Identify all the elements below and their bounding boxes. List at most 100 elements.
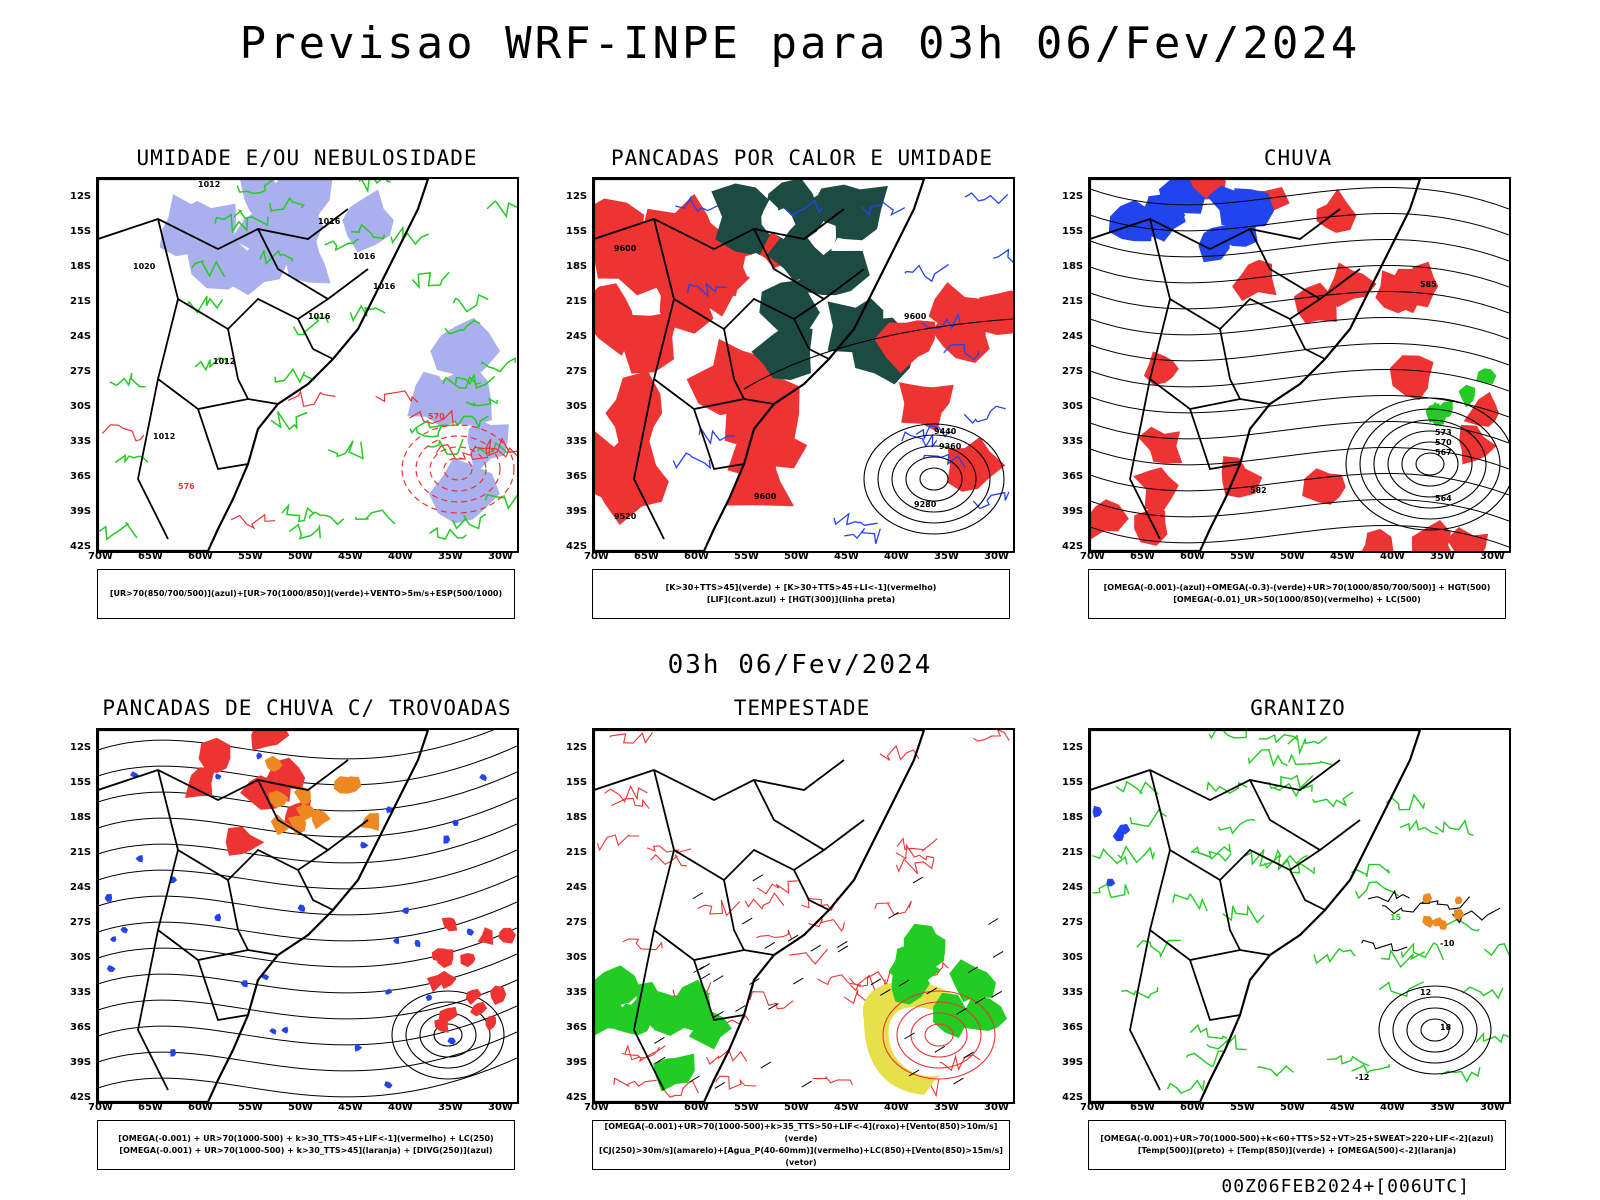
map-canvas: 1012 1016 1016 1016 1012 1012 1020 1016 576 570: [98, 179, 517, 551]
lat-tick-label: 30S: [1062, 401, 1084, 412]
lat-tick-label: 42S: [566, 1092, 588, 1103]
map-chuva: 585 573 570 567 564 582: [1088, 177, 1511, 553]
lon-tick-label: 35W: [934, 1102, 959, 1113]
panel-title-granizo: GRANIZO: [1250, 696, 1346, 720]
lat-tick-label: 33S: [566, 436, 588, 447]
lon-tick-label: 60W: [684, 551, 709, 562]
lon-tick-label: 70W: [88, 1102, 113, 1113]
lon-tick-label: 55W: [734, 551, 759, 562]
lat-tick-label: 30S: [566, 952, 588, 963]
lat-tick-label: 24S: [566, 882, 588, 893]
lat-tick-label: 30S: [566, 401, 588, 412]
lon-tick-label: 65W: [634, 551, 659, 562]
lat-tick-label: 30S: [1062, 952, 1084, 963]
contour-label: 1012: [198, 180, 220, 189]
lon-tick-label: 50W: [1280, 1102, 1305, 1113]
lat-tick-label: 42S: [1062, 1092, 1084, 1103]
legend-tempestade: [OMEGA(-0.001)+UR>70(1000-500)+k>35_TTS>…: [592, 1120, 1010, 1170]
legend-line: [OMEGA(-0.001) + UR>70(1000-500) + k>30_…: [118, 1134, 494, 1143]
lat-tick-label: 33S: [70, 436, 92, 447]
contour-label: 585: [1420, 280, 1437, 289]
map-pancadas-trovoadas: [96, 728, 519, 1104]
lat-tick-label: 15S: [70, 777, 92, 788]
lon-tick-label: 35W: [1430, 1102, 1455, 1113]
contour-label: 570: [428, 412, 445, 421]
lat-tick-label: 18S: [1062, 261, 1084, 272]
lat-tick-label: 21S: [566, 847, 588, 858]
lon-tick-label: 35W: [1430, 551, 1455, 562]
contour-label: 15: [1390, 913, 1402, 922]
lon-tick-label: 40W: [388, 1102, 413, 1113]
mid-title: 03h 06/Fev/2024: [667, 650, 933, 680]
lon-tick-label: 60W: [188, 1102, 213, 1113]
lon-tick-label: 55W: [238, 551, 263, 562]
lat-tick-label: 27S: [1062, 366, 1084, 377]
lon-tick-label: 40W: [1380, 1102, 1405, 1113]
contour-label: 576: [178, 482, 195, 491]
footer-stamp: 00Z06FEB2024+[006UTC]: [1221, 1176, 1470, 1197]
lat-tick-label: 27S: [1062, 917, 1084, 928]
lon-tick-label: 60W: [1180, 551, 1205, 562]
map-pancadas-calor: 9600 9600 9440 9360 9280 9600 9520: [592, 177, 1015, 553]
legend-granizo: [OMEGA(-0.001)+UR>70(1000-500)+k<60+TTS>…: [1088, 1120, 1506, 1170]
lon-tick-label: 45W: [338, 1102, 363, 1113]
lat-tick-label: 24S: [70, 882, 92, 893]
lon-tick-label: 70W: [584, 1102, 609, 1113]
lon-tick-label: 30W: [488, 1102, 513, 1113]
map-canvas: [98, 730, 517, 1102]
contour-label: 570: [1435, 438, 1452, 447]
lat-tick-label: 42S: [566, 541, 588, 552]
lon-tick-label: 50W: [1280, 551, 1305, 562]
contour-label: 1020: [133, 262, 156, 271]
lat-tick-label: 36S: [1062, 471, 1084, 482]
lon-tick-label: 30W: [984, 551, 1009, 562]
contour-label: -12: [1355, 1073, 1369, 1082]
legend-line: [K>30+TTS>45](verde) + [K>30+TTS>45+LI<-…: [665, 583, 937, 592]
lat-tick-label: 12S: [70, 191, 92, 202]
lat-tick-label: 39S: [566, 1057, 588, 1068]
legend-line: [OMEGA(-0.001) + UR>70(1000-500) + k>30_…: [119, 1146, 493, 1155]
lon-tick-label: 45W: [1330, 551, 1355, 562]
lon-tick-label: 65W: [138, 1102, 163, 1113]
lon-tick-label: 50W: [784, 551, 809, 562]
lat-tick-label: 36S: [566, 1022, 588, 1033]
contour-label: 1012: [153, 432, 175, 441]
lon-tick-label: 35W: [438, 1102, 463, 1113]
lat-tick-label: 33S: [1062, 436, 1084, 447]
lon-tick-label: 45W: [1330, 1102, 1355, 1113]
contour-label: 1016: [308, 312, 331, 321]
lat-tick-label: 33S: [70, 987, 92, 998]
main-title: Previsao WRF-INPE para 03h 06/Fev/2024: [239, 18, 1361, 69]
lat-tick-label: 18S: [70, 261, 92, 272]
lat-tick-label: 15S: [1062, 226, 1084, 237]
lat-tick-label: 39S: [1062, 506, 1084, 517]
lon-tick-label: 45W: [834, 1102, 859, 1113]
lat-tick-label: 39S: [1062, 1057, 1084, 1068]
legend-pancadas-trovoadas: [OMEGA(-0.001) + UR>70(1000-500) + k>30_…: [97, 1120, 515, 1170]
lon-tick-label: 40W: [1380, 551, 1405, 562]
lon-tick-label: 70W: [584, 551, 609, 562]
lat-tick-label: 36S: [566, 471, 588, 482]
lat-tick-label: 39S: [566, 506, 588, 517]
lat-tick-label: 12S: [566, 191, 588, 202]
lat-tick-label: 21S: [70, 847, 92, 858]
contour-label: 1012: [213, 357, 235, 366]
lat-tick-label: 36S: [70, 471, 92, 482]
map-tempestade: [592, 728, 1015, 1104]
map-canvas: [594, 730, 1010, 1102]
legend-line: [OMEGA(-0.001)+UR>70(1000-500)+k<60+TTS>…: [1100, 1134, 1494, 1143]
lon-tick-label: 60W: [684, 1102, 709, 1113]
legend-line: [OMEGA(-0.01)_UR>50(1000/850)(vermelho) …: [1173, 595, 1421, 604]
contour-label: 564: [1435, 494, 1452, 503]
contour-label: 1016: [373, 282, 396, 291]
panel-title-pancadas-trovoadas: PANCADAS DE CHUVA C/ TROVOADAS: [102, 696, 512, 720]
contour-label: 9600: [754, 492, 777, 501]
contour-label: 573: [1435, 428, 1452, 437]
lat-tick-label: 24S: [70, 331, 92, 342]
lat-tick-label: 36S: [1062, 1022, 1084, 1033]
lat-tick-label: 12S: [70, 742, 92, 753]
lon-tick-label: 50W: [288, 1102, 313, 1113]
contour-label: 9440: [934, 427, 957, 436]
lat-tick-label: 21S: [566, 296, 588, 307]
lat-tick-label: 21S: [70, 296, 92, 307]
